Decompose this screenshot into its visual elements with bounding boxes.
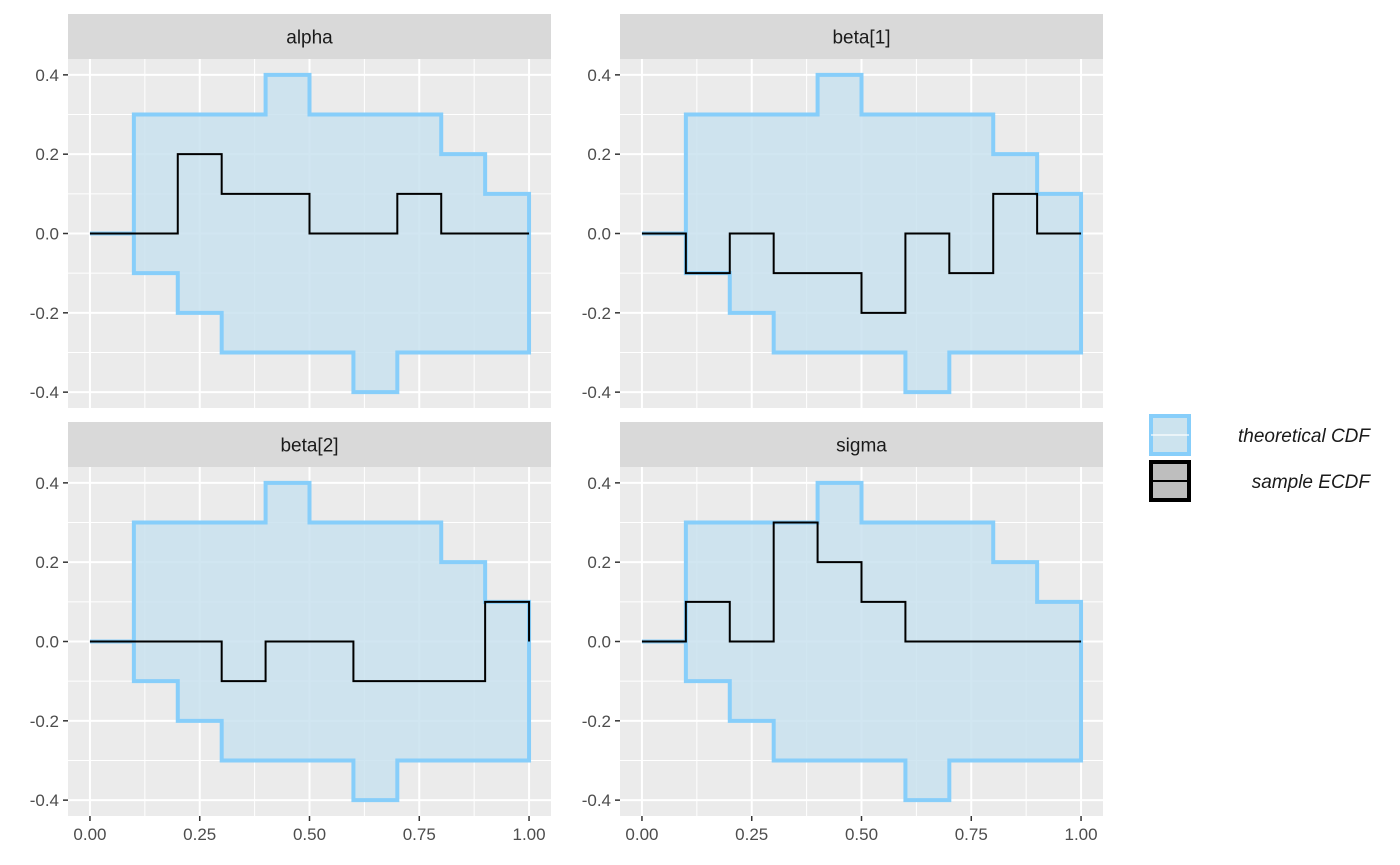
- y-tick-label: 0.4: [35, 66, 59, 85]
- facet-panel-beta-1: beta[1] 0.4 0.2 0.0 -0.2 -0.4: [582, 14, 1103, 408]
- y-tick-label: 0.0: [35, 633, 59, 652]
- y-tick-label: -0.2: [582, 712, 611, 731]
- y-tick-label: 0.4: [587, 66, 611, 85]
- facet-strip: [620, 422, 1103, 467]
- y-tick-label: 0.0: [35, 225, 59, 244]
- x-tick-label: 0.00: [625, 825, 658, 844]
- facet-strip: [68, 422, 551, 467]
- y-tick-label: 0.4: [35, 474, 59, 493]
- legend-label-theoretical-cdf: theoretical CDF: [1238, 426, 1371, 447]
- sample-ecdf-line: [641, 192, 1082, 314]
- y-tick-label: -0.4: [582, 383, 611, 402]
- facet-strip-label: sigma: [836, 436, 887, 457]
- facet-strip-label: beta[1]: [832, 28, 890, 49]
- x-tick-label: 0.50: [293, 825, 326, 844]
- facet-strip: [620, 14, 1103, 59]
- y-tick-label: 0.0: [587, 225, 611, 244]
- x-tick-label: 1.00: [512, 825, 545, 844]
- facet-strip: [68, 14, 551, 59]
- facet-panel-beta-2: beta[2] 0.4 0.2 0.0 -0.2 -0.4 0.00 0.25 0.50 0.75…: [30, 422, 551, 844]
- y-tick-label: -0.4: [582, 791, 611, 810]
- facet-panel-sigma: sigma 0.4 0.2 0.0 -0.2 -0.4 0.00 0.25 0.50 0.75 1.…: [582, 422, 1103, 844]
- facet-strip-label: alpha: [286, 28, 333, 49]
- y-tick-label: -0.2: [30, 712, 59, 731]
- y-tick-label: 0.2: [35, 553, 59, 572]
- x-tick-label: 0.75: [403, 825, 436, 844]
- x-tick-label: 0.00: [73, 825, 106, 844]
- y-tick-label: -0.4: [30, 383, 59, 402]
- legend-label-sample-ecdf: sample ECDF: [1252, 472, 1372, 493]
- sample-ecdf-line: [89, 153, 530, 235]
- y-tick-label: -0.4: [30, 791, 59, 810]
- y-tick-label: -0.2: [30, 304, 59, 323]
- theoretical-cdf-band: [641, 480, 1084, 803]
- x-tick-label: 0.25: [183, 825, 216, 844]
- x-tick-label: 0.25: [735, 825, 768, 844]
- y-tick-label: 0.2: [587, 145, 611, 164]
- y-tick-label: 0.0: [587, 633, 611, 652]
- sample-ecdf-line: [641, 521, 1082, 643]
- y-tick-label: 0.2: [35, 145, 59, 164]
- legend: theoretical CDF sample ECDF: [1149, 414, 1372, 502]
- facet-panel-alpha: alpha 0.4 0.2 0.0 -0.2 -0.4: [30, 14, 551, 408]
- legend-key-theoretical-cdf: [1149, 414, 1191, 456]
- sample-ecdf-line: [89, 600, 531, 683]
- y-tick-label: 0.4: [587, 474, 611, 493]
- y-tick-label: 0.2: [587, 553, 611, 572]
- x-tick-label: 0.75: [955, 825, 988, 844]
- x-tick-label: 1.00: [1064, 825, 1097, 844]
- legend-key-sample-ecdf: [1149, 460, 1191, 502]
- x-tick-label: 0.50: [845, 825, 878, 844]
- y-tick-label: -0.2: [582, 304, 611, 323]
- theoretical-cdf-band: [641, 72, 1084, 395]
- facet-strip-label: beta[2]: [280, 436, 338, 457]
